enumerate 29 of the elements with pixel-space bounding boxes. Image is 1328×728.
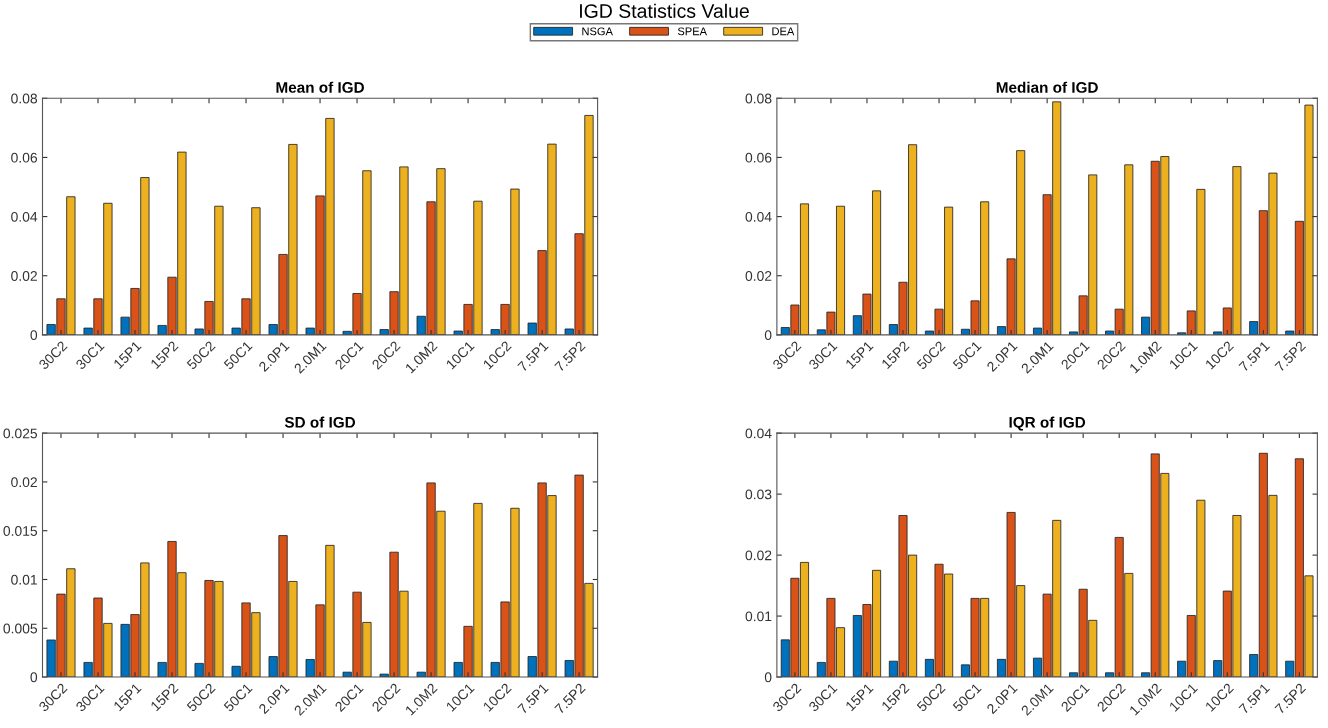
y-tick-label: 0.06 [745, 152, 772, 163]
chart-title: Median of IGD [996, 81, 1098, 93]
y-tick-label: 0.01 [11, 574, 37, 585]
y-tick-label: 0 [764, 672, 772, 683]
y-tick-label: 0.08 [745, 93, 772, 104]
y-tick-label: 0.04 [11, 211, 38, 222]
y-tick-label: 0.06 [11, 152, 38, 163]
y-tick-label: 0.015 [3, 526, 38, 536]
y-tick-label: 0 [764, 330, 772, 341]
y-tick-label: 0.01 [745, 611, 772, 622]
chart-title: SD of IGD [284, 416, 356, 428]
chart-title: Mean of IGD [276, 81, 364, 93]
y-tick-label: 0.08 [11, 93, 38, 104]
y-tick-label: 0.02 [11, 271, 37, 281]
y-tick-label: 0.025 [3, 428, 38, 439]
text: IGD Statistics Value [580, 3, 749, 18]
legend-label: SPEA [677, 27, 708, 36]
y-tick-label: 0.02 [11, 477, 37, 488]
chart-title: IQR of IGD [1009, 416, 1086, 431]
y-tick-label: 0 [30, 672, 38, 683]
y-tick-label: 0.02 [745, 271, 772, 281]
y-tick-label: 0.03 [745, 489, 772, 500]
y-tick-label: 0.04 [745, 211, 772, 222]
legend-label: NSGA [582, 27, 613, 36]
y-tick-label: 0 [30, 330, 38, 341]
legend-label: DEA [772, 27, 795, 36]
y-tick-label: 0.005 [3, 623, 38, 634]
y-tick-label: 0.02 [745, 550, 772, 561]
y-tick-label: 0.04 [745, 428, 772, 439]
